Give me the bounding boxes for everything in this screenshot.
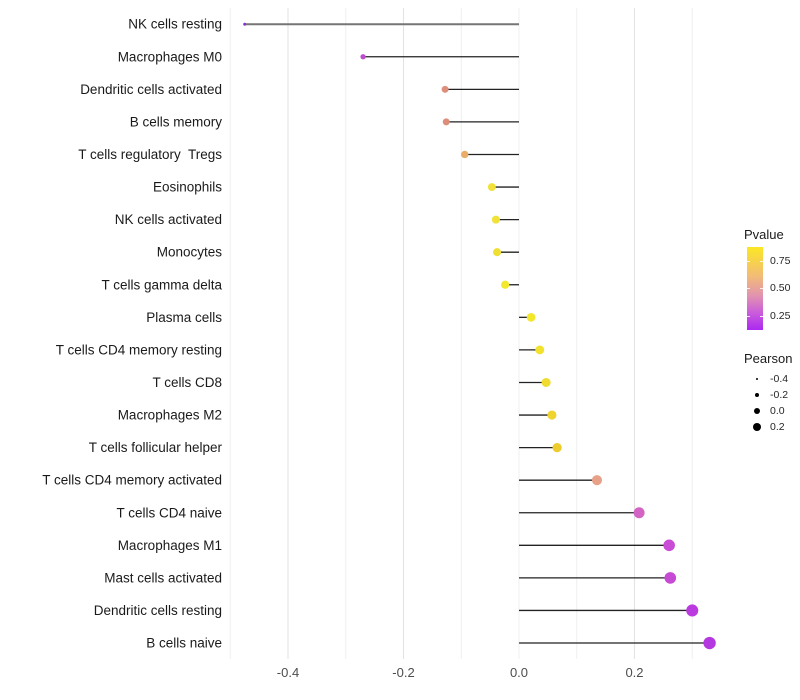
data-point-dot: [243, 22, 247, 26]
pearson-legend-dot: [752, 422, 762, 432]
category-label: Dendritic cells activated: [80, 82, 222, 97]
pearson-legend-entry: 0.0: [744, 403, 800, 419]
pvalue-legend-title: Pvalue: [744, 227, 784, 242]
category-label: T cells CD8: [152, 375, 222, 390]
pearson-legend-title: Pearson: [744, 351, 793, 366]
category-label: T cells CD4 memory resting: [56, 342, 222, 357]
pvalue-legend: Pvalue 0.75 0.50 0.25: [744, 228, 800, 343]
data-point-dot: [633, 507, 645, 519]
pearson-legend-label: 0.0: [770, 405, 785, 417]
pearson-legend-entry: 0.2: [744, 419, 800, 435]
category-label: Mast cells activated: [104, 570, 222, 585]
category-label: Dendritic cells resting: [94, 603, 222, 618]
category-label: T cells regulatory Tregs: [78, 147, 222, 162]
category-label: NK cells resting: [128, 17, 222, 32]
category-label: B cells naive: [146, 636, 222, 651]
colorbar-tick: [747, 261, 750, 262]
pearson-legend-entry: -0.4: [744, 371, 800, 387]
category-label: B cells memory: [130, 114, 223, 129]
data-point-dot: [441, 85, 449, 93]
category-label: Eosinophils: [153, 180, 222, 195]
pearson-legend-entry: -0.2: [744, 387, 800, 403]
pearson-legend-dot-cell: [744, 392, 770, 398]
pearson-legend-label: 0.2: [770, 421, 785, 433]
data-point-dot: [541, 377, 551, 387]
colorbar-tick: [747, 288, 750, 289]
pearson-legend-label: -0.4: [770, 373, 789, 385]
category-label: Plasma cells: [146, 310, 222, 325]
category-label: Macrophages M0: [118, 49, 222, 64]
colorbar-tick: [760, 288, 763, 289]
category-label: Monocytes: [157, 245, 223, 260]
data-point-dot: [535, 345, 545, 355]
pearson-legend-dot-cell: [744, 407, 770, 415]
pearson-legend-entries: -0.4 -0.2 0.0 0.2: [744, 371, 800, 435]
pvalue-tick-label: 0.25: [770, 310, 791, 322]
colorbar-tick: [760, 316, 763, 317]
data-point-dot: [526, 312, 536, 322]
data-point-dot: [547, 410, 557, 420]
data-point-dot: [461, 150, 469, 159]
pvalue-colorbar: [747, 247, 763, 330]
data-point-dot: [686, 604, 699, 617]
colorbar-tick: [760, 261, 763, 262]
data-point-dot: [663, 539, 675, 552]
pearson-legend-dot-cell: [744, 377, 770, 381]
colorbar-tick: [747, 316, 750, 317]
data-point-dot: [487, 183, 496, 192]
data-point-dot: [491, 215, 500, 224]
data-point-dot: [552, 442, 562, 453]
category-label: NK cells activated: [115, 212, 222, 227]
category-label: Macrophages M2: [118, 408, 222, 423]
pvalue-tick-label: 0.75: [770, 255, 791, 267]
x-tick-label: 0.0: [510, 665, 528, 680]
data-point-dot: [493, 248, 502, 257]
pearson-legend-dot: [755, 377, 759, 381]
x-tick-label: -0.4: [277, 665, 299, 680]
pearson-legend-dot: [754, 392, 760, 398]
category-label: T cells gamma delta: [101, 277, 222, 292]
pearson-legend-label: -0.2: [770, 389, 789, 401]
pearson-legend: Pearson -0.4 -0.2 0.0 0.2: [744, 352, 800, 435]
category-label: T cells CD4 naive: [116, 505, 222, 520]
pvalue-tick-label: 0.50: [770, 282, 791, 294]
pearson-legend-dot-cell: [744, 422, 770, 432]
data-point-dot: [360, 54, 366, 60]
category-label: Macrophages M1: [118, 538, 222, 553]
x-tick-label: 0.2: [625, 665, 643, 680]
data-point-dot: [664, 572, 677, 584]
category-label: T cells follicular helper: [89, 440, 223, 455]
category-label: T cells CD4 memory activated: [42, 473, 222, 488]
x-tick-label: -0.2: [392, 665, 414, 680]
data-point-dot: [591, 475, 603, 486]
data-point-dot: [703, 636, 716, 650]
data-point-dot: [442, 118, 450, 126]
pearson-legend-dot: [753, 407, 761, 415]
data-point-dot: [501, 280, 510, 289]
